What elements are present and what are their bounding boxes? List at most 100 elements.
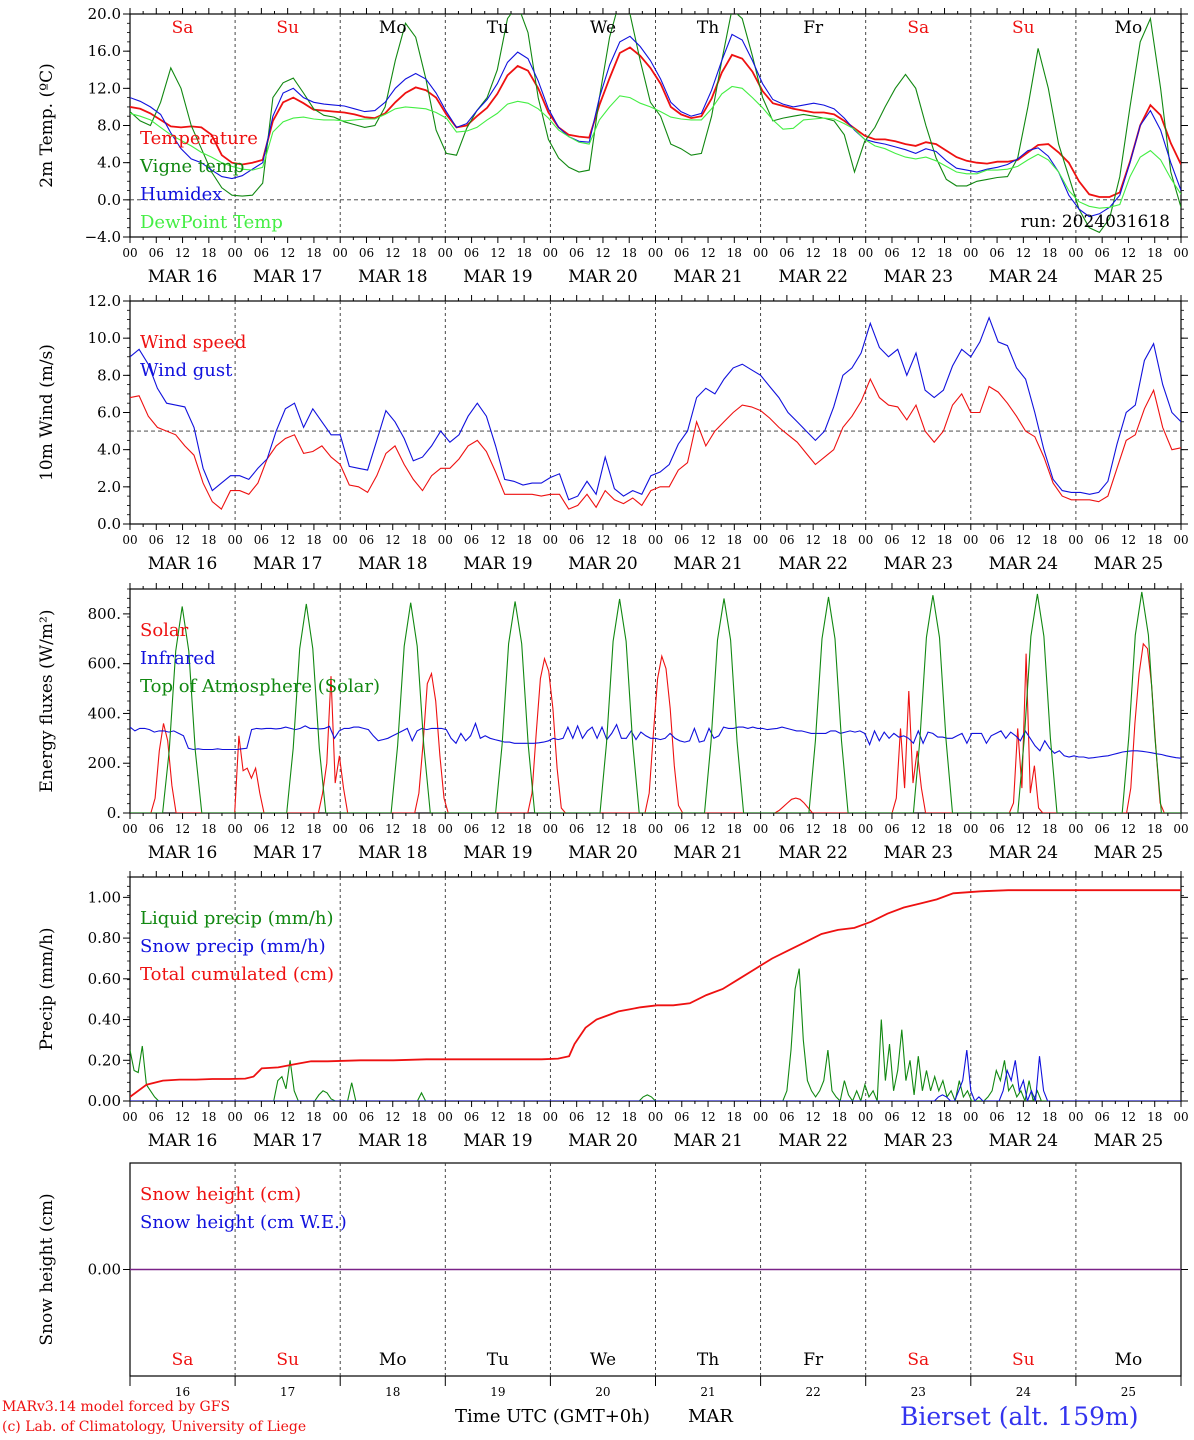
date-label: MAR 22 (778, 1131, 848, 1151)
hour-label: 06 (359, 246, 374, 260)
hour-label: 12 (806, 822, 821, 836)
series-line-dewpoint-temp (130, 85, 1181, 209)
hour-label: 18 (622, 246, 637, 260)
hour-label: 00 (1173, 246, 1188, 260)
date-label: MAR 24 (989, 267, 1059, 287)
legend-humidex: Humidex (140, 184, 222, 205)
legend-wind-gust: Wind gust (140, 360, 233, 381)
hour-label: 12 (385, 533, 400, 547)
legend-snow-height-cm-: Snow height (cm) (140, 1184, 301, 1205)
hour-label: 18 (937, 533, 952, 547)
day-name-mo: Mo (379, 1350, 407, 1370)
hour-label: 12 (175, 533, 190, 547)
hour-label: 12 (280, 533, 295, 547)
date-label: MAR 23 (883, 554, 953, 574)
date-label: MAR 21 (673, 554, 743, 574)
hour-label: 12 (490, 822, 505, 836)
hour-label: 12 (1016, 246, 1031, 260)
date-label: MAR 20 (568, 267, 638, 287)
hour-label: 12 (1016, 822, 1031, 836)
hour-label: 18 (411, 1110, 426, 1124)
hour-label: 06 (779, 822, 794, 836)
date-label: MAR 23 (883, 267, 953, 287)
hour-label: 00 (333, 822, 348, 836)
hour-label: 00 (648, 822, 663, 836)
hour-label: 00 (963, 533, 978, 547)
legend-wind-speed: Wind speed (140, 332, 246, 353)
legend-snow-height-cm-w-e-: Snow height (cm W.E.) (140, 1212, 347, 1233)
legend-dewpoint-temp: DewPoint Temp (140, 212, 283, 233)
date-label: MAR 18 (358, 843, 428, 863)
hour-label: 06 (884, 1110, 899, 1124)
hour-label: 12 (1016, 533, 1031, 547)
y-axis-label: Energy fluxes (W/m²) (37, 610, 57, 793)
date-label: MAR 19 (463, 554, 533, 574)
hour-label: 18 (622, 822, 637, 836)
y-tick-label: 20.0 (88, 5, 121, 23)
series-line-humidex (130, 33, 1181, 218)
hour-label: 06 (884, 822, 899, 836)
hour-label: 12 (175, 246, 190, 260)
hour-label: 06 (254, 822, 269, 836)
y-tick-label: 400. (88, 704, 121, 722)
series-line-solar (130, 642, 1181, 813)
legend-infrared: Infrared (140, 648, 215, 669)
hour-label: 06 (1095, 246, 1110, 260)
hour-label: 06 (779, 1110, 794, 1124)
hour-label: 00 (543, 1110, 558, 1124)
hour-label: 12 (911, 246, 926, 260)
hour-label: 00 (438, 246, 453, 260)
day-name-we: We (590, 1350, 616, 1370)
day-name-sa: Sa (172, 18, 194, 38)
x-axis-title: Time UTC (GMT+0h) (455, 1406, 650, 1427)
hour-label: 12 (490, 246, 505, 260)
hour-label: 06 (254, 533, 269, 547)
series-line-liquid-precip-mm-h- (130, 968, 1181, 1101)
hour-label: 12 (700, 246, 715, 260)
y-tick-label: 10.0 (88, 329, 121, 347)
hour-label: 06 (884, 246, 899, 260)
hour-label: 06 (254, 246, 269, 260)
hour-label: 18 (516, 246, 531, 260)
hour-label: 06 (674, 246, 689, 260)
hour-label: 18 (201, 533, 216, 547)
hour-label: 12 (175, 1110, 190, 1124)
hour-label: 00 (963, 1110, 978, 1124)
hour-label: 18 (937, 822, 952, 836)
hour-label: 06 (569, 246, 584, 260)
day-number: 23 (911, 1385, 926, 1399)
hour-label: 18 (832, 533, 847, 547)
y-tick-label: 0.60 (88, 970, 121, 988)
day-name-su: Su (276, 1350, 299, 1370)
hour-label: 00 (333, 1110, 348, 1124)
y-tick-label: 1.00 (88, 888, 121, 906)
hour-label: 06 (674, 822, 689, 836)
hour-label: 00 (543, 822, 558, 836)
hour-label: 00 (753, 533, 768, 547)
hour-label: 12 (1121, 1110, 1136, 1124)
hour-label: 06 (1095, 822, 1110, 836)
hour-label: 06 (989, 533, 1004, 547)
hour-label: 06 (779, 533, 794, 547)
hour-label: 00 (543, 533, 558, 547)
hour-label: 00 (438, 1110, 453, 1124)
hour-label: 18 (622, 533, 637, 547)
hour-label: 18 (516, 1110, 531, 1124)
hour-label: 18 (727, 246, 742, 260)
y-tick-label: 16.0 (88, 42, 121, 60)
meteogram-chart: 00 06 12 18 MAR 16 00 06 12 18 MAR 17 00 06 12 18 MAR … (37, 5, 1189, 1399)
date-label: MAR 25 (1094, 1131, 1164, 1151)
hour-label: 06 (254, 1110, 269, 1124)
station-label: Bierset (alt. 159m) (900, 1402, 1139, 1431)
series-line-snow-precip-mm-h- (130, 1050, 1181, 1101)
hour-label: 18 (516, 533, 531, 547)
date-label: MAR 16 (148, 843, 218, 863)
hour-label: 06 (359, 533, 374, 547)
hour-label: 18 (201, 246, 216, 260)
date-label: MAR 21 (673, 267, 743, 287)
hour-label: 00 (1173, 533, 1188, 547)
hour-label: 18 (832, 822, 847, 836)
hour-label: 06 (674, 533, 689, 547)
hour-label: 12 (595, 246, 610, 260)
hour-label: 06 (989, 1110, 1004, 1124)
